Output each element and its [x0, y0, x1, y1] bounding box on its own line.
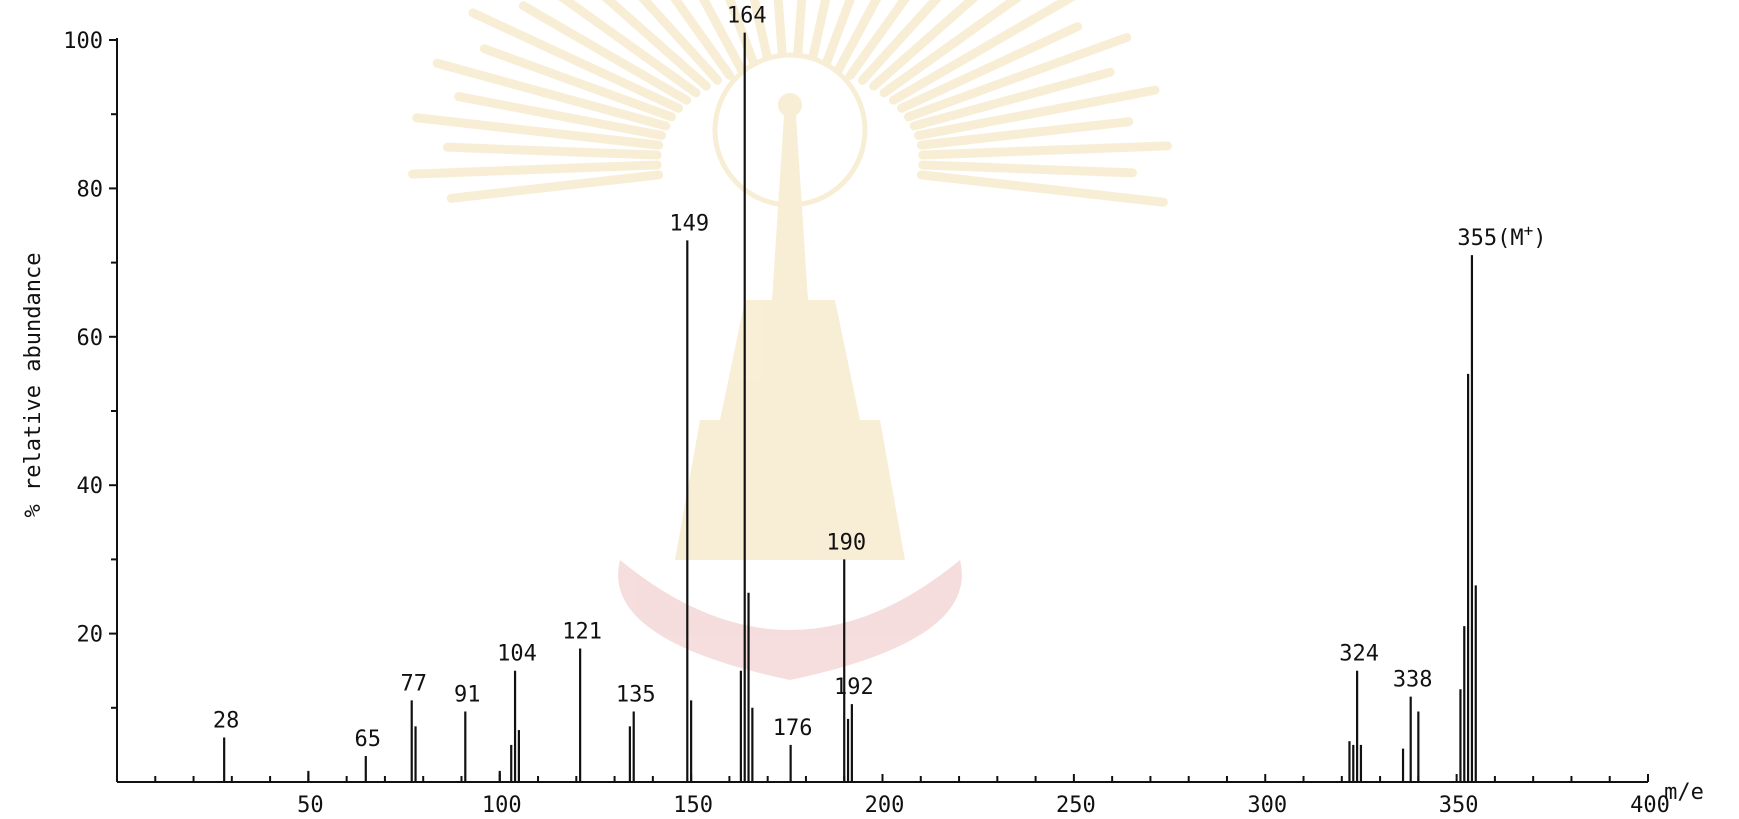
x-tick-label: 400: [1630, 793, 1670, 818]
emblem-watermark-icon: [408, 0, 1172, 680]
x-tick-label: 100: [482, 793, 522, 818]
peak-label: 135: [616, 683, 656, 708]
peak-label: 91: [454, 683, 481, 708]
x-tick-label: 250: [1056, 793, 1096, 818]
y-tick-label: 40: [77, 474, 104, 499]
axes: 50 100 150 200 250 300 350 400 20 40 60 80 100: [63, 29, 1670, 818]
x-tick-label: 350: [1439, 793, 1479, 818]
peak-label: 28: [213, 708, 240, 733]
peak-label: 104: [497, 642, 537, 667]
y-tick-label: 20: [77, 623, 104, 648]
peak-label: 149: [669, 211, 709, 236]
peak-labels: 28 65 77 91 104 121 135 149 164 176 190 192 324 338 35…: [213, 4, 1547, 752]
peak-label: 192: [834, 675, 874, 700]
peak-label: 164: [727, 4, 767, 29]
peak-label: 338: [1393, 668, 1433, 693]
peak-label: 324: [1339, 642, 1379, 667]
x-tick-label: 200: [865, 793, 905, 818]
y-tick-label: 80: [77, 177, 104, 202]
y-axis-title: % relative abundance: [21, 253, 46, 518]
peaks: [223, 32, 1477, 782]
peak-label: 121: [562, 619, 602, 644]
x-tick-label: 50: [297, 793, 324, 818]
peak-label: 355(M+): [1457, 221, 1546, 251]
peak-label: 176: [773, 716, 813, 741]
x-tick-label: 300: [1247, 793, 1287, 818]
y-tick-label: 60: [77, 326, 104, 351]
peak-label: 65: [355, 727, 382, 752]
y-tick-label: 100: [63, 29, 103, 54]
peak-label: 190: [826, 530, 866, 555]
x-tick-label: 150: [673, 793, 713, 818]
x-axis-title: m/e: [1664, 780, 1704, 805]
peak-label: 77: [400, 671, 427, 696]
